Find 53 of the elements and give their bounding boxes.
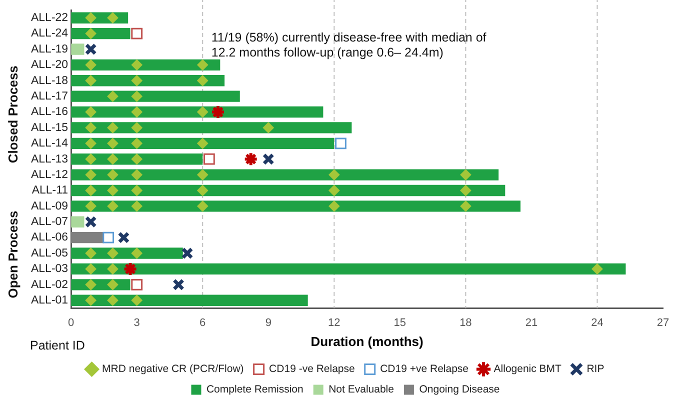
y-tick-label: ALL-16: [30, 106, 68, 118]
legend-label: CD19 +ve Relapse: [380, 363, 469, 376]
legend-label: Complete Remission: [206, 384, 304, 396]
y-tick-label: ALL-01: [30, 294, 68, 307]
bar: [71, 200, 520, 212]
bar: [71, 169, 499, 180]
text: Open Process: [6, 210, 21, 298]
bar: [71, 90, 240, 102]
bar: [71, 294, 308, 306]
x-tick-label: 24: [591, 316, 604, 329]
text: Closed Process: [6, 66, 21, 164]
bar: [71, 44, 84, 55]
y-tick-label: ALL-02: [30, 278, 68, 291]
y-tick-label: ALL-17: [30, 90, 68, 102]
y-tick-label: ALL-06: [30, 232, 68, 244]
x-tick-label: 0: [68, 316, 74, 329]
x-tick-label: 18: [460, 316, 472, 329]
y-tick-label: ALL-22: [30, 12, 68, 24]
bar: [71, 122, 352, 134]
annotation: 11/19 (58%) currently disease-free with median of 12.2 months follow-up (range 0.6– 24.4m): [211, 30, 487, 60]
legend-label: CD19 -ve Relapse: [269, 363, 356, 376]
legend-label: Allogenic BMT: [494, 363, 562, 376]
x-tick-label: 9: [265, 316, 272, 329]
y-tick-label: ALL-18: [30, 74, 68, 87]
y-tick-label: ALL-13: [30, 153, 68, 166]
y-tick-label: ALL-19: [30, 43, 68, 56]
y-tick-label: ALL-11: [32, 184, 68, 197]
y-tick-label: ALL-09: [30, 200, 68, 212]
legend-label: Not Evaluable: [328, 384, 394, 396]
x-tick-label: 6: [200, 316, 206, 329]
bar: [71, 232, 104, 244]
y-tick-label: ALL-24: [30, 28, 69, 40]
y-tick-label: ALL-20: [30, 59, 68, 72]
y-tick-label: ALL-15: [30, 122, 68, 134]
y-axis-title: Patient ID: [30, 338, 85, 352]
y-tick-label: ALL-12: [30, 168, 68, 181]
x-tick-label: 3: [134, 316, 140, 329]
x-tick-label: 27: [656, 316, 670, 329]
bar: [71, 216, 84, 228]
y-tick-label: ALL-03: [30, 263, 68, 276]
bar: [71, 184, 506, 196]
x-tick-label: 15: [394, 316, 406, 329]
bar: [71, 263, 626, 275]
y-tick-label: ALL-05: [30, 247, 68, 260]
y-tick-label: ALL-07: [30, 216, 68, 228]
legend-label: RIP: [586, 363, 604, 376]
x-tick-label: 12: [328, 316, 340, 329]
x-axis-title: Duration (months): [310, 334, 424, 349]
bar: [71, 28, 130, 40]
y-tick-label: ALL-14: [30, 138, 69, 150]
x-tick-label: 21: [525, 316, 538, 329]
legend-label: Ongoing Disease: [419, 384, 500, 396]
legend-label: MRD negative CR (PCR/Flow): [102, 363, 244, 376]
